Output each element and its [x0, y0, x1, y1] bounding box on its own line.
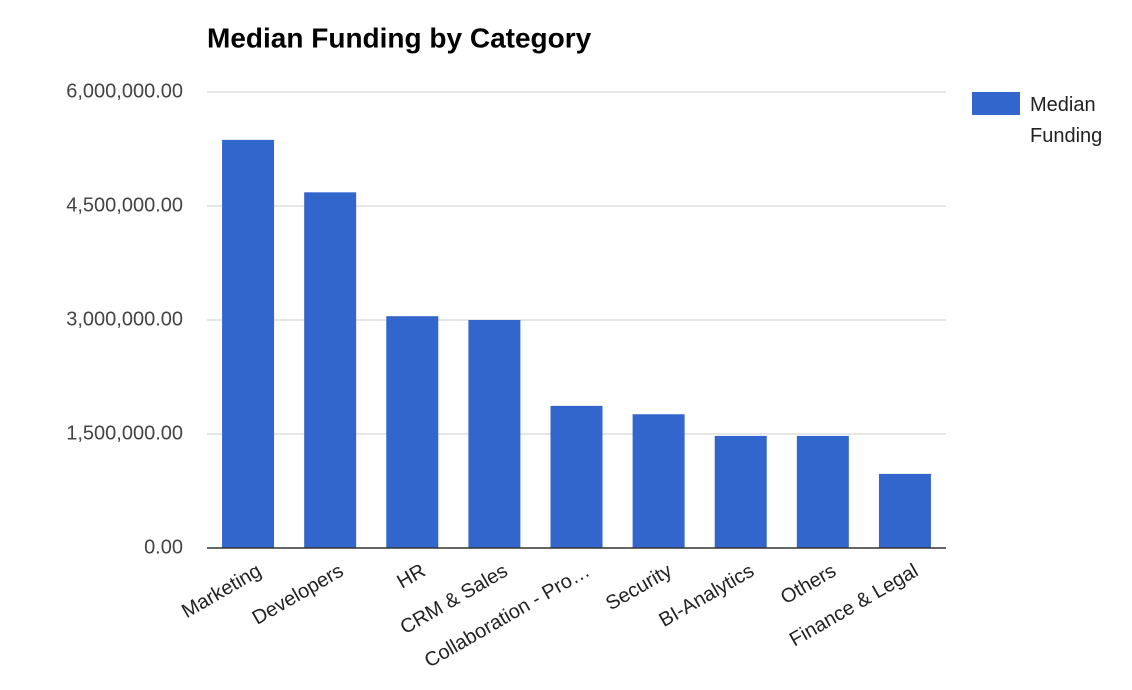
x-tick-label: Others [777, 560, 840, 609]
bar [714, 435, 767, 548]
y-tick-label: 6,000,000.00 [66, 80, 183, 102]
bar [386, 316, 439, 548]
chart-title: Median Funding by Category [207, 22, 592, 53]
bar [878, 473, 931, 548]
legend-label: Median Funding [1030, 94, 1103, 147]
bar [222, 139, 275, 548]
y-tick-label: 3,000,000.00 [66, 308, 183, 330]
x-tick-label: Developers [249, 560, 348, 630]
bar [796, 435, 849, 548]
y-tick-label: 0.00 [144, 536, 183, 558]
bar [632, 414, 685, 548]
bar [550, 405, 603, 548]
bar [304, 192, 357, 548]
y-tick-label: 4,500,000.00 [66, 194, 183, 216]
bar [468, 320, 521, 548]
y-tick-label: 1,500,000.00 [66, 422, 183, 444]
legend-swatch [972, 92, 1020, 115]
x-tick-label: HR [393, 560, 429, 593]
